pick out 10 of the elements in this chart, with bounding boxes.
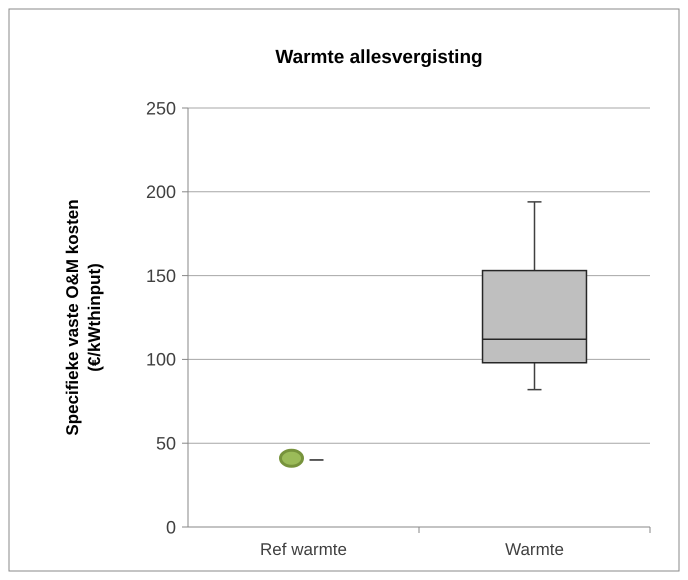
y-tick-label: 200 [146,182,176,202]
y-tick-label: 100 [146,350,176,370]
y-tick-label: 50 [156,434,176,454]
chart-title: Warmte allesvergisting [275,47,483,68]
y-tick-label: 0 [166,517,176,538]
x-tick-label: Ref warmte [260,540,347,559]
y-tick-label: 250 [146,98,176,118]
y-tick-label: 150 [146,266,176,286]
y-axis-title: Specifieke vaste O&M kosten (€/kWthinput) [63,199,104,436]
x-tick-label: Warmte [505,540,564,559]
